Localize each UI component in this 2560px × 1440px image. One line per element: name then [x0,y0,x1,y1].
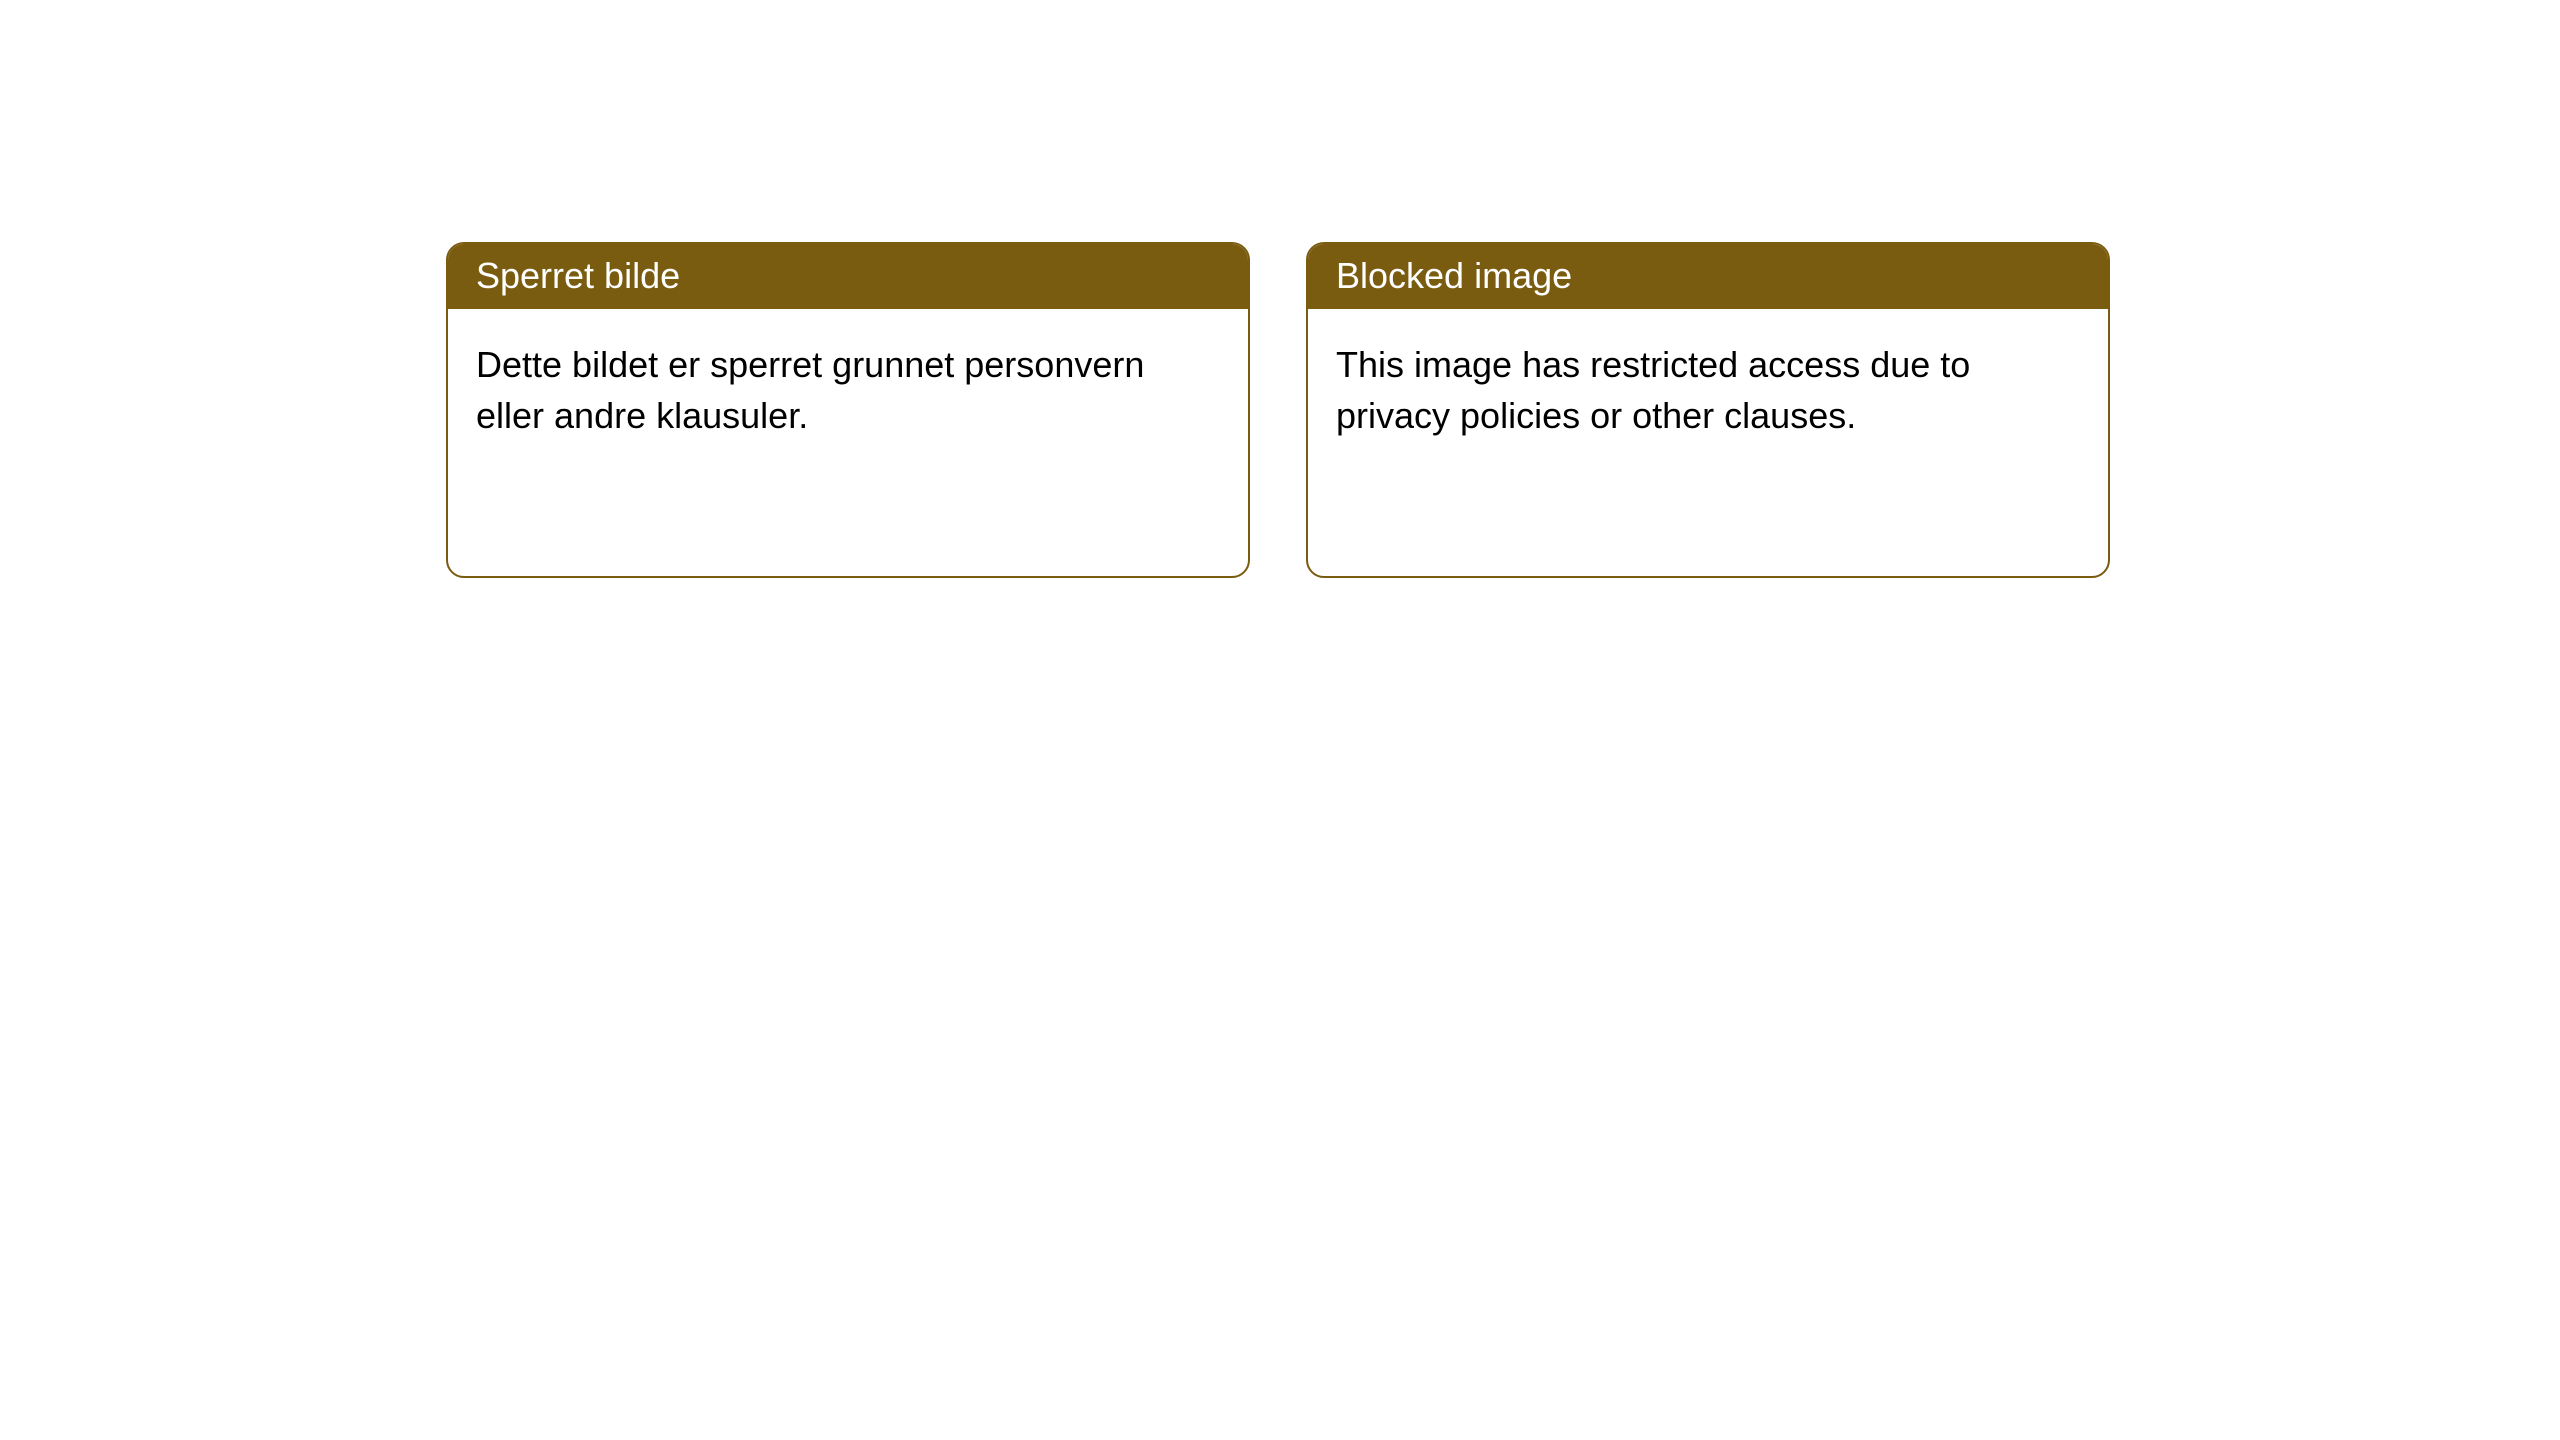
notice-card-english: Blocked image This image has restricted … [1306,242,2110,578]
notice-card-title: Sperret bilde [448,244,1248,309]
notice-card-title: Blocked image [1308,244,2108,309]
notice-card-norwegian: Sperret bilde Dette bildet er sperret gr… [446,242,1250,578]
notice-card-body: Dette bildet er sperret grunnet personve… [448,309,1248,471]
notice-card-body: This image has restricted access due to … [1308,309,2108,471]
notice-container: Sperret bilde Dette bildet er sperret gr… [0,0,2560,578]
